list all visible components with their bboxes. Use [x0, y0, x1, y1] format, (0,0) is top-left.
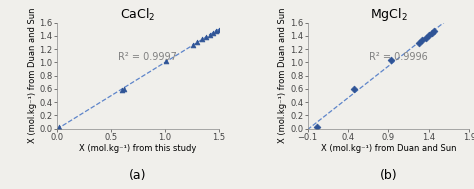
Title: CaCl$_2$: CaCl$_2$	[120, 6, 155, 23]
Point	[387, 58, 395, 61]
Point	[415, 41, 423, 44]
Point	[162, 60, 170, 63]
Point	[422, 36, 429, 40]
Point	[210, 31, 217, 34]
Point	[206, 33, 214, 36]
Y-axis label: X (mol.kg⁻¹) from Duan and Sun: X (mol.kg⁻¹) from Duan and Sun	[278, 8, 287, 143]
Text: (a): (a)	[129, 169, 146, 182]
Point	[55, 126, 63, 129]
Y-axis label: X (mol.kg⁻¹) from Duan and Sun: X (mol.kg⁻¹) from Duan and Sun	[27, 8, 36, 143]
Title: MgCl$_2$: MgCl$_2$	[370, 6, 407, 23]
Point	[215, 29, 222, 32]
X-axis label: X (mol.kg⁻¹) from Duan and Sun: X (mol.kg⁻¹) from Duan and Sun	[320, 144, 456, 153]
Point	[419, 38, 426, 41]
Point	[431, 29, 438, 32]
Point	[118, 89, 125, 92]
X-axis label: X (mol.kg⁻¹) from this study: X (mol.kg⁻¹) from this study	[79, 144, 196, 153]
Point	[193, 40, 201, 43]
Point	[350, 87, 357, 90]
Text: R² = 0.9997: R² = 0.9997	[118, 52, 177, 62]
Point	[313, 125, 321, 128]
Point	[202, 36, 210, 39]
Point	[199, 37, 206, 40]
Point	[213, 30, 220, 33]
Point	[428, 31, 436, 34]
Text: R² = 0.9996: R² = 0.9996	[369, 52, 428, 62]
Point	[189, 43, 197, 46]
Point	[120, 87, 128, 90]
Text: (b): (b)	[380, 169, 397, 182]
Point	[425, 34, 433, 37]
